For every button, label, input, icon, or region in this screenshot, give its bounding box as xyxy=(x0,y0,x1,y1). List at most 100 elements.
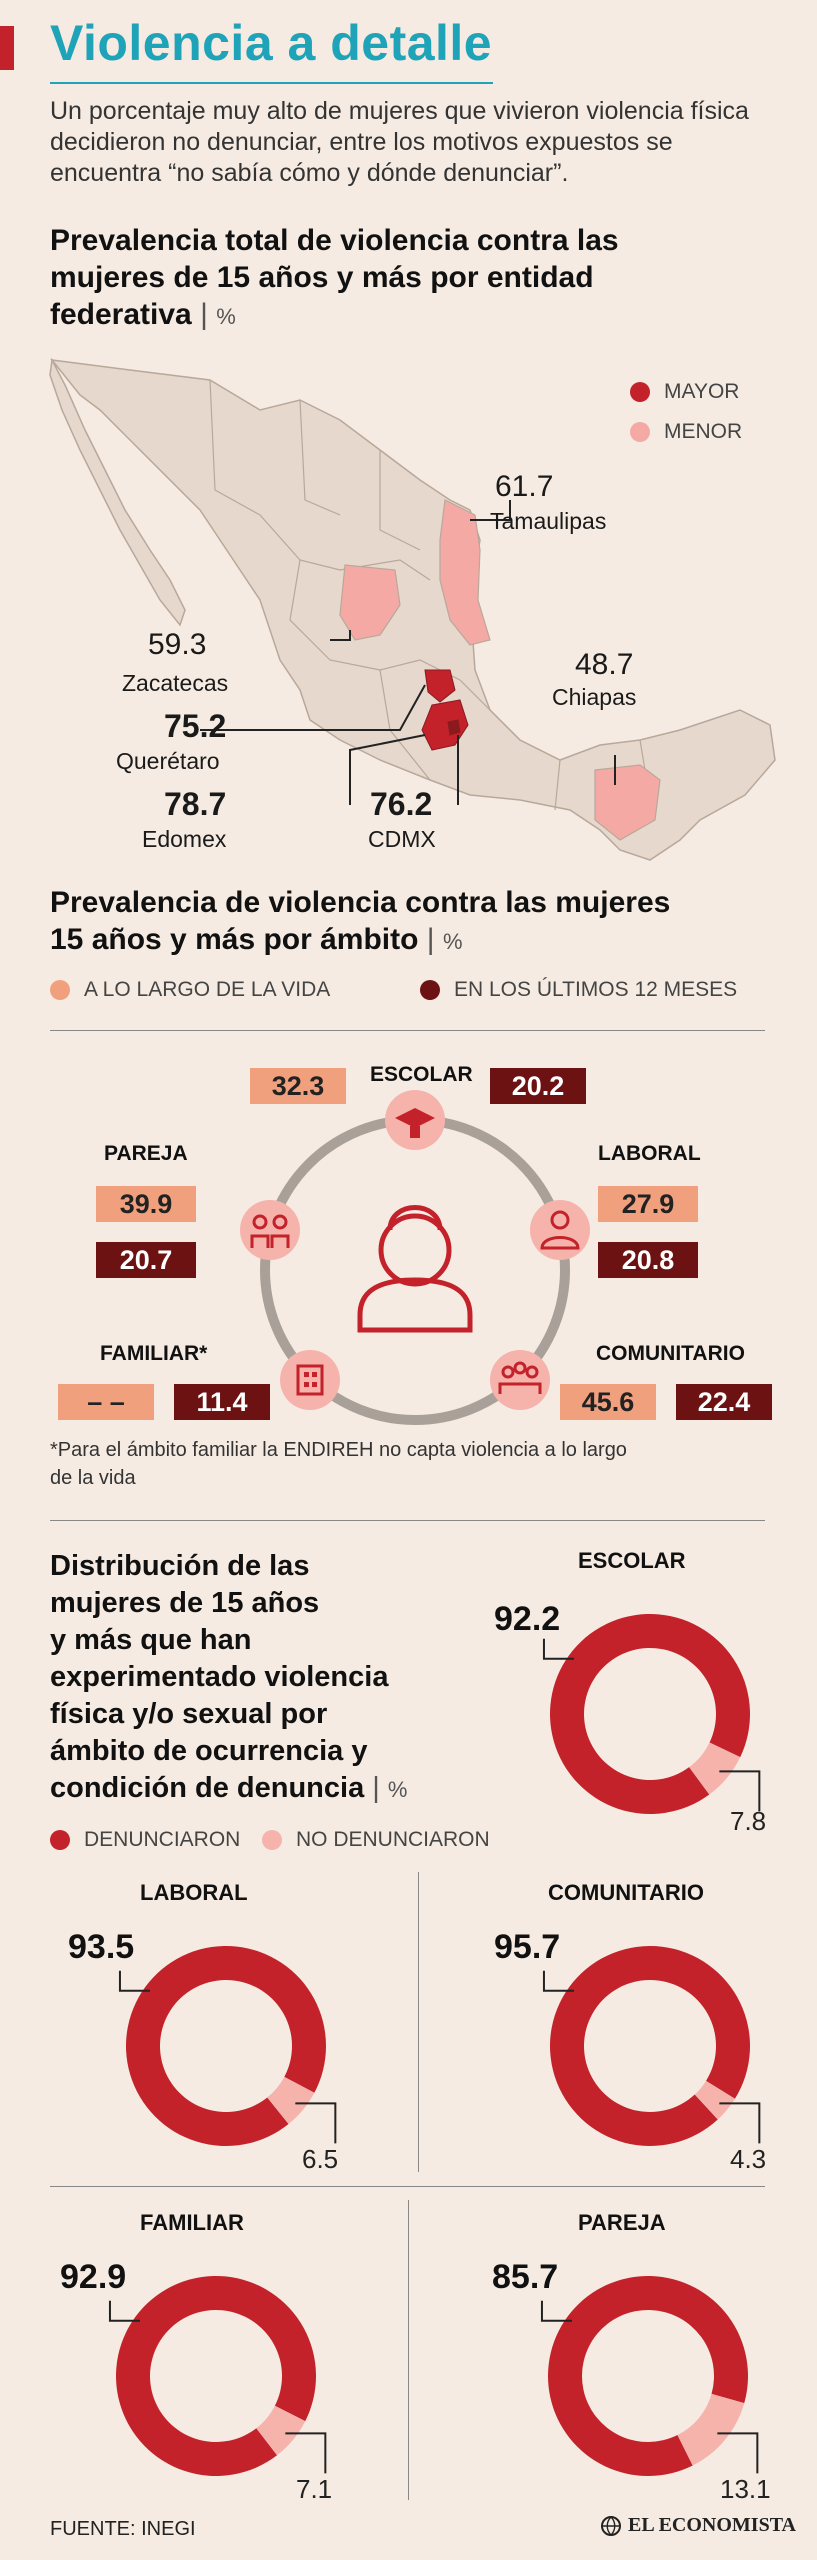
chiapas-value: 48.7 xyxy=(575,648,634,681)
mexico-map xyxy=(49,357,776,861)
map-title-line2: mujeres de 15 años y más por entidad xyxy=(50,261,594,294)
donut-familiar-denunciaron-slice xyxy=(116,2276,316,2476)
edomex-region xyxy=(421,699,469,751)
map-legend-menor: MENOR xyxy=(630,420,742,444)
donut-comunitario-big-leader xyxy=(542,1970,574,1992)
queretaro-leader xyxy=(200,684,426,731)
donut-familiar-big: 92.9 xyxy=(60,2258,127,2296)
ambito-legend-last12: EN LOS ÚLTIMOS 12 MESES xyxy=(420,978,737,1002)
comunitario-icon xyxy=(490,1350,550,1410)
laboral-life-box: 27.9 xyxy=(598,1186,698,1222)
donut-escolar-big: 92.2 xyxy=(494,1600,561,1638)
donut-familiar-no-denunciaron-slice xyxy=(256,2405,306,2456)
donut-divider-middle xyxy=(50,2186,765,2187)
donut-pareja-small-leader xyxy=(717,2432,759,2474)
title-underline xyxy=(50,82,493,84)
donut-title-line2: mujeres de 15 años xyxy=(50,1587,320,1619)
cdmx-name: CDMX xyxy=(368,826,436,852)
pareja-icon xyxy=(240,1200,300,1260)
donut-familiar-title: FAMILIAR xyxy=(140,2210,244,2235)
familiar-life-box: – – xyxy=(58,1384,154,1420)
page-title: Violencia a detalle xyxy=(50,15,493,71)
brand-name: EL ECONOMISTA xyxy=(628,2514,796,2536)
pareja-label: PAREJA xyxy=(104,1142,188,1165)
queretaro-region xyxy=(424,669,456,703)
laboral-last12-box: 20.8 xyxy=(598,1242,698,1278)
ambito-legend-last12-label: EN LOS ÚLTIMOS 12 MESES xyxy=(454,978,738,1001)
queretaro-name: Querétaro xyxy=(116,748,220,774)
donut-laboral-small-leader xyxy=(295,2102,337,2144)
zacatecas-region xyxy=(339,564,401,641)
escolar-last12-box: 20.2 xyxy=(490,1068,586,1104)
donut-familiar-small: 7.1 xyxy=(296,2474,333,2504)
familiar-last12-box: 11.4 xyxy=(174,1384,270,1420)
denunciaron-dot-icon xyxy=(50,1830,70,1850)
donut-pareja-no-denunciaron-slice xyxy=(677,2393,745,2466)
donut-comunitario-denunciaron-slice xyxy=(549,1946,750,2146)
header-accent-bar xyxy=(0,26,14,70)
escolar-label: ESCOLAR xyxy=(370,1063,473,1086)
mexico-land xyxy=(50,359,776,861)
familiar-label: FAMILIAR* xyxy=(100,1342,208,1365)
ambito-legend-life-label: A LO LARGO DE LA VIDA xyxy=(84,978,331,1001)
queretaro-value: 75.2 xyxy=(164,708,227,744)
ambito-legend-life: A LO LARGO DE LA VIDA xyxy=(50,978,330,1002)
escolar-icon xyxy=(385,1090,445,1150)
chiapas-region xyxy=(594,764,661,841)
donut-comunitario-small: 4.3 xyxy=(730,2144,767,2174)
donut-legend-yes: DENUNCIARON xyxy=(50,1828,240,1852)
donut-escolar-title: ESCOLAR xyxy=(578,1548,686,1573)
source-text: FUENTE: INEGI xyxy=(50,2518,196,2540)
ambito-title-line1: Prevalencia de violencia contra las muje… xyxy=(50,886,671,919)
map-legend-menor-label: MENOR xyxy=(664,420,743,443)
ambito-section-title: Prevalencia de violencia contra las muje… xyxy=(50,884,790,960)
donut-pareja-denunciaron-slice xyxy=(548,2276,748,2476)
donut-comunitario-small-leader xyxy=(719,2102,761,2144)
last12-dot-icon xyxy=(420,980,440,1000)
donut-title-line1: Distribución de las xyxy=(50,1550,310,1582)
donut-legend-no-label: NO DENUNCIARON xyxy=(296,1828,490,1851)
comunitario-last12-box: 22.4 xyxy=(676,1384,772,1420)
comunitario-label: COMUNITARIO xyxy=(596,1342,745,1365)
donut-laboral-big-leader xyxy=(118,1970,150,1992)
donut-escolar-big-leader xyxy=(542,1638,574,1660)
mayor-dot-icon xyxy=(630,382,650,402)
edomex-value: 78.7 xyxy=(164,786,227,822)
laboral-icon xyxy=(530,1200,590,1260)
donut-comunitario-big: 95.7 xyxy=(494,1928,561,1966)
edomex-leader xyxy=(349,734,426,805)
donut-laboral-big: 93.5 xyxy=(68,1928,135,1966)
donut-pareja-big-leader xyxy=(540,2300,572,2322)
donut-unit: % xyxy=(387,1777,408,1802)
donut-familiar-chart xyxy=(108,2276,327,2476)
ambito-footnote-line1: *Para el ámbito familiar la ENDIREH no c… xyxy=(50,1439,627,1461)
donut-title-line4: experimentado violencia xyxy=(50,1661,389,1693)
map-section-title: Prevalencia total de violencia contra la… xyxy=(50,222,770,335)
donut-pareja-small: 13.1 xyxy=(720,2474,771,2504)
donut-laboral-denunciaron-slice xyxy=(125,1946,327,2146)
cdmx-region xyxy=(447,719,461,736)
donut-divider-top xyxy=(50,1520,765,1521)
brand-globe-icon xyxy=(601,2515,621,2536)
donut-laboral-no-denunciaron-slice xyxy=(267,2076,315,2125)
life-dot-icon xyxy=(50,980,70,1000)
donut-familiar-big-leader xyxy=(108,2300,140,2322)
map-unit: % xyxy=(216,304,236,329)
ambito-footnote: *Para el ámbito familiar la ENDIREH no c… xyxy=(50,1436,750,1492)
donut-title-line3: y más que han xyxy=(50,1624,252,1656)
edomex-name: Edomex xyxy=(142,826,227,852)
tamaulipas-value: 61.7 xyxy=(495,470,554,503)
donut-pareja-big: 85.7 xyxy=(492,2258,559,2296)
map-title-line1: Prevalencia total de violencia contra la… xyxy=(50,224,619,257)
familiar-icon xyxy=(280,1350,340,1410)
zacatecas-value: 59.3 xyxy=(148,628,207,661)
donut-legend-no: NO DENUNCIARON xyxy=(262,1828,490,1852)
donut-comunitario-title: COMUNITARIO xyxy=(548,1880,705,1905)
donut-escolar-no-denunciaron-slice xyxy=(689,1742,741,1795)
donut-title-line5: física y/o sexual por xyxy=(50,1698,328,1730)
map-legend-mayor-label: MAYOR xyxy=(664,380,740,403)
donut-laboral-chart xyxy=(118,1946,337,2146)
donut-vertical-divider-1 xyxy=(418,1872,419,2172)
intro-text: Un porcentaje muy alto de mujeres que vi… xyxy=(50,97,749,187)
laboral-label: LABORAL xyxy=(598,1142,701,1165)
